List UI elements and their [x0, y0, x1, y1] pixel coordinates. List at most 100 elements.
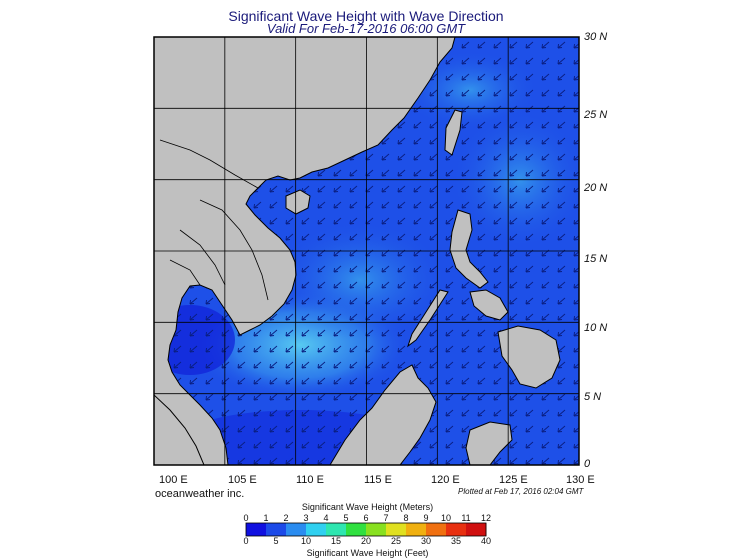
wave-arrow: [525, 233, 534, 241]
wave-arrow: [477, 41, 486, 49]
wave-arrow: [477, 217, 486, 225]
wave-arrow: [221, 361, 230, 369]
wave-arrow: [317, 377, 326, 385]
land-borneo: [329, 364, 437, 465]
wave-arrow: [461, 313, 470, 321]
colorbar-segment: [246, 523, 267, 536]
wave-arrow: [349, 185, 358, 193]
wave-arrow: [541, 137, 550, 145]
wave-arrow: [525, 57, 534, 65]
wave-arrow: [461, 393, 470, 401]
lon-label-115e: 115 E: [364, 474, 392, 486]
wave-arrow: [525, 153, 534, 161]
wave-arrow: [445, 441, 454, 449]
wave-arrow: [413, 169, 422, 177]
wave-arrow: [573, 91, 579, 97]
wave-arrow: [413, 313, 422, 321]
wave-arrow: [205, 393, 214, 401]
wave-arrow: [237, 409, 246, 417]
wave-arrow: [317, 297, 326, 305]
wave-arrow: [445, 457, 454, 465]
wave-arrow: [461, 457, 470, 465]
wave-arrow: [509, 137, 518, 145]
wave-arrow: [333, 329, 342, 337]
feet-tick-0: 0: [243, 536, 249, 546]
wave-arrow: [189, 313, 198, 321]
wave-arrow: [397, 265, 406, 273]
land-philippines-visayas: [469, 289, 509, 321]
wave-arrow: [461, 201, 470, 209]
wave-arrow: [349, 201, 358, 209]
wave-arrow: [429, 441, 438, 449]
wave-arrow: [237, 361, 246, 369]
wave-arrow: [285, 233, 294, 241]
wave-arrow: [541, 73, 550, 81]
wave-arrow: [525, 121, 534, 129]
wave-arrow: [445, 393, 454, 401]
wave-arrow: [237, 425, 246, 433]
lat-label-30n: 30 N: [584, 31, 608, 43]
wave-arrow: [525, 441, 534, 449]
wave-arrow: [509, 441, 518, 449]
wave-height-colorbar: [245, 522, 487, 537]
wave-arrow: [301, 217, 310, 225]
wave-arrow: [493, 41, 502, 49]
wave-arrow: [189, 345, 198, 353]
wave-arrow: [285, 425, 294, 433]
wave-arrow: [301, 361, 310, 369]
wave-arrow: [493, 217, 502, 225]
wave-arrow: [301, 265, 310, 273]
wave-arrow: [541, 57, 550, 65]
wave-arrow: [269, 361, 278, 369]
wave-arrow: [573, 363, 579, 369]
wave-arrow: [381, 201, 390, 209]
wave-arrow: [573, 283, 579, 289]
wave-arrow: [317, 345, 326, 353]
wave-arrow: [493, 393, 502, 401]
wave-arrow: [477, 137, 486, 145]
feet-tick-40: 40: [480, 536, 491, 546]
wave-arrow: [557, 57, 566, 65]
wave-arrow: [333, 217, 342, 225]
wave-arrow: [493, 57, 502, 65]
wave-arrow: [493, 73, 502, 81]
wave-arrow: [573, 171, 579, 177]
wave-arrow: [301, 233, 310, 241]
land-hainan: [285, 189, 311, 215]
wave-arrow: [557, 329, 566, 337]
wave-arrow: [445, 57, 454, 65]
wave-arrow: [525, 425, 534, 433]
wave-arrow: [509, 297, 518, 305]
wave-arrow: [445, 185, 454, 193]
wave-arrow: [285, 457, 294, 465]
wave-arrow: [477, 185, 486, 193]
wave-arrow: [189, 329, 198, 337]
meters-tick-10: 10: [440, 513, 451, 523]
wave-arrow: [253, 329, 262, 337]
wave-arrow: [493, 137, 502, 145]
land-palawan: [407, 289, 449, 348]
wave-arrow: [269, 185, 278, 193]
wave-arrow: [413, 297, 422, 305]
feet-tick-30: 30: [420, 536, 431, 546]
wave-arrow: [205, 345, 214, 353]
wave-arrow: [253, 441, 262, 449]
wave-arrow: [573, 443, 579, 449]
wave-arrow: [493, 185, 502, 193]
wave-arrow: [269, 329, 278, 337]
wave-arrow: [445, 329, 454, 337]
wave-arrow: [237, 345, 246, 353]
wave-arrow: [557, 377, 566, 385]
wave-arrow: [493, 345, 502, 353]
wave-arrow: [525, 169, 534, 177]
wave-arrow: [541, 185, 550, 193]
wave-arrow: [477, 89, 486, 97]
meters-tick-2: 2: [283, 513, 289, 523]
wave-arrow: [541, 425, 550, 433]
wave-arrow: [301, 297, 310, 305]
wave-arrow: [461, 425, 470, 433]
wave-arrow: [493, 409, 502, 417]
wave-arrow: [285, 217, 294, 225]
wave-arrow: [221, 425, 230, 433]
wave-arrow: [397, 297, 406, 305]
